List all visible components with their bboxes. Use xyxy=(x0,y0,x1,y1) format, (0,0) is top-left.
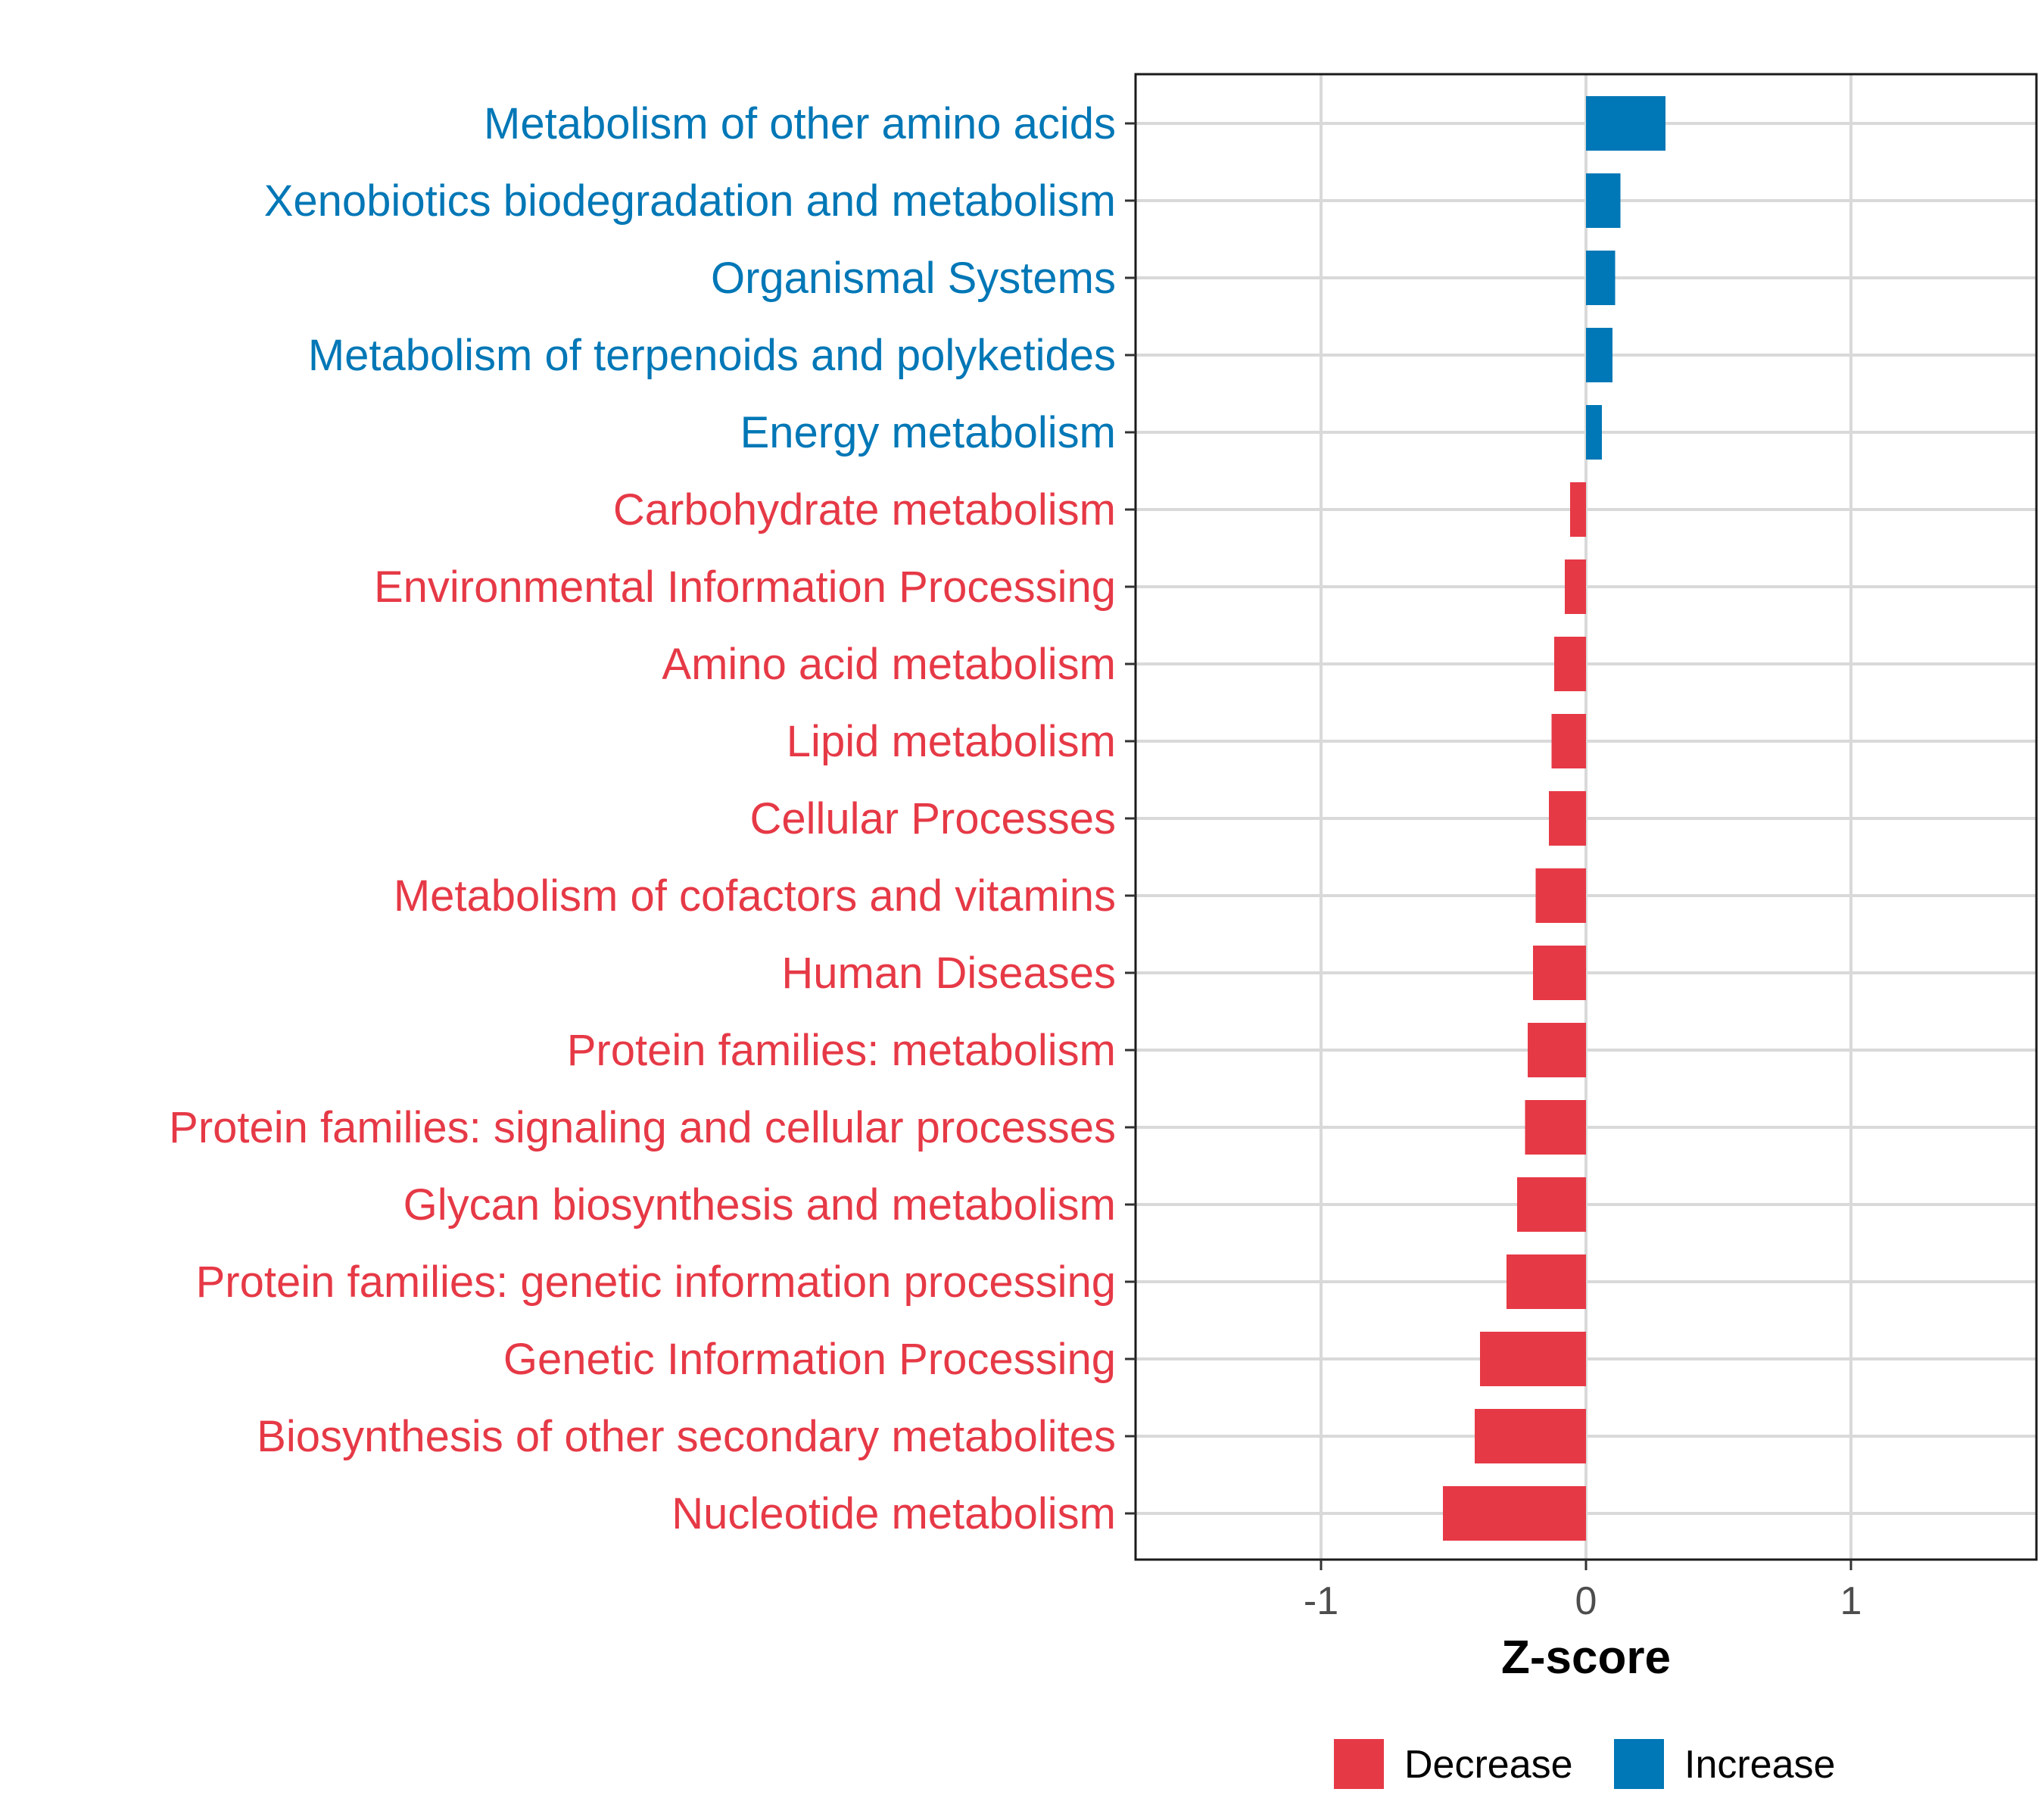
bar xyxy=(1554,637,1586,691)
y-axis: Metabolism of other amino acids Xenobioti… xyxy=(169,99,1136,1538)
bar xyxy=(1475,1409,1586,1463)
category-label: Protein families: metabolism xyxy=(567,1026,1116,1075)
category-label: Amino acid metabolism xyxy=(662,640,1116,689)
legend-label: Increase xyxy=(1684,1743,1835,1787)
category-label: Carbohydrate metabolism xyxy=(613,485,1116,535)
category-label: Metabolism of cofactors and vitamins xyxy=(394,871,1116,921)
category-label: Glycan biosynthesis and metabolism xyxy=(404,1180,1116,1230)
bar xyxy=(1480,1332,1586,1386)
category-label: Xenobiotics biodegradation and metabolis… xyxy=(264,176,1116,226)
x-tick-label: 1 xyxy=(1840,1579,1862,1623)
category-label: Genetic Information Processing xyxy=(503,1335,1116,1384)
bar xyxy=(1528,1023,1586,1077)
bar xyxy=(1586,173,1621,228)
category-label: Organismal Systems xyxy=(711,254,1116,303)
category-label: Nucleotide metabolism xyxy=(671,1489,1116,1538)
category-label: Human Diseases xyxy=(781,949,1116,998)
legend-key-decrease xyxy=(1334,1739,1384,1789)
category-label: Protein families: genetic information pr… xyxy=(196,1258,1116,1307)
bar xyxy=(1535,868,1586,923)
bar xyxy=(1443,1486,1586,1541)
category-label: Environmental Information Processing xyxy=(374,563,1116,612)
x-axis: -1 0 1 xyxy=(1304,1560,1862,1623)
bar xyxy=(1525,1100,1586,1155)
category-label: Metabolism of terpenoids and polyketides xyxy=(308,331,1116,380)
bar xyxy=(1586,405,1602,460)
bar xyxy=(1586,328,1612,382)
bar xyxy=(1586,96,1665,151)
x-tick-label: 0 xyxy=(1575,1579,1597,1623)
category-label: Biosynthesis of other secondary metaboli… xyxy=(257,1412,1116,1461)
category-label: Energy metabolism xyxy=(740,408,1116,457)
category-label: Lipid metabolism xyxy=(787,717,1116,766)
bar xyxy=(1549,791,1586,846)
bar xyxy=(1551,714,1586,768)
bar xyxy=(1517,1177,1586,1232)
x-axis-title: Z-score xyxy=(1501,1632,1671,1684)
category-label: Protein families: signaling and cellular… xyxy=(169,1103,1116,1152)
legend: Decrease Increase xyxy=(1334,1739,1835,1789)
bar xyxy=(1570,482,1586,537)
bars xyxy=(1443,96,1665,1541)
category-label: Cellular Processes xyxy=(749,794,1116,843)
bar xyxy=(1533,946,1586,1000)
bar xyxy=(1586,251,1616,305)
bar xyxy=(1507,1254,1586,1309)
bar xyxy=(1565,559,1586,614)
category-label: Metabolism of other amino acids xyxy=(484,99,1116,148)
legend-label: Decrease xyxy=(1404,1743,1573,1787)
legend-key-increase xyxy=(1614,1739,1664,1789)
x-tick-label: -1 xyxy=(1304,1579,1338,1623)
